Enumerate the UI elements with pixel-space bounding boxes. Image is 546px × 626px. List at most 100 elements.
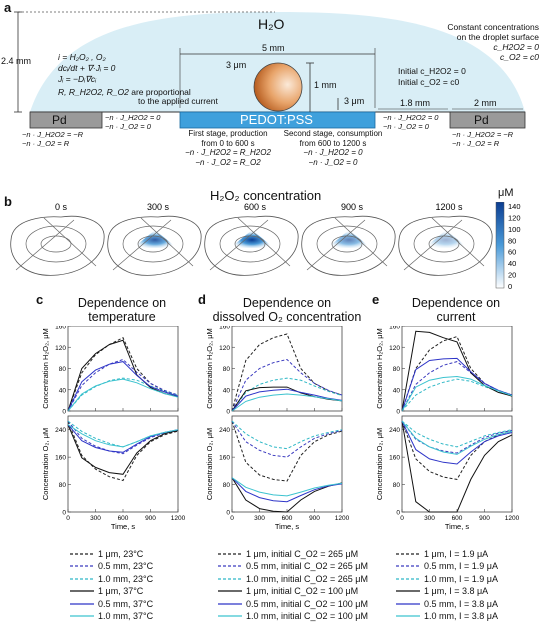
droplet <box>30 12 525 112</box>
bc-zero-right: −n · J_H2O2 = 0 −n · J_O2 = 0 <box>383 113 439 131</box>
series-line <box>231 388 343 412</box>
series-line <box>401 420 513 455</box>
panel-label-d: d <box>198 292 206 307</box>
series-line <box>231 477 343 497</box>
y-tick-label: 0 <box>226 510 230 517</box>
stage-one-note: First stage, production from 0 to 600 s −… <box>185 129 271 167</box>
series-line <box>231 420 343 458</box>
legend-swatch <box>396 590 420 592</box>
sphere-size-label: 3 μm <box>226 60 247 70</box>
legend-swatch <box>218 615 242 617</box>
bc-zero-left: −n · J_H2O2 = 0 −n · J_O2 = 0 <box>105 113 161 131</box>
map-time-label: 900 s <box>341 202 364 212</box>
y-axis-label: Concentration H₂O₂, μM <box>205 328 214 409</box>
legend-label: 0.5 mm, 23°C <box>98 561 154 572</box>
legend-label: 1.0 mm, 37°C <box>98 610 154 621</box>
legend-swatch <box>70 578 94 580</box>
colorbar-gradient <box>495 202 505 289</box>
concentration-map: 900 s <box>301 202 396 276</box>
plot-frame <box>401 326 513 412</box>
x-tick-label: 600 <box>452 515 463 522</box>
schematic-diagram <box>14 11 526 129</box>
x-tick-label: 0 <box>400 515 404 522</box>
pd-left-label: Pd <box>52 113 67 127</box>
line-charts: 0 40 80 120 160 Concentration H₂O₂, μM 0 80 160 2… <box>41 326 520 531</box>
series-line <box>231 420 343 450</box>
colorbar-tick: 140 <box>508 202 521 211</box>
x-axis-label: Time, s <box>445 522 470 531</box>
legend-swatch <box>396 602 420 605</box>
y-tick-label: 160 <box>219 455 230 462</box>
series-line <box>231 358 343 412</box>
concentration-map: 1200 s <box>398 202 493 276</box>
colorbar-tick: 80 <box>508 236 516 245</box>
panel-label-e: e <box>372 292 380 307</box>
y-tick-label: 80 <box>223 366 231 373</box>
x-tick-label: 600 <box>282 515 293 522</box>
panel-e-title: Dependence on current <box>411 296 501 324</box>
legend-swatch <box>70 565 94 567</box>
y-tick-label: 240 <box>389 427 400 434</box>
series-line <box>401 375 513 412</box>
concentration-map: 0 s <box>10 202 105 276</box>
colorbar-tick: 40 <box>508 259 516 268</box>
y-tick-label: 80 <box>223 482 231 489</box>
initial-conditions: Initial c_H2O2 = 0 Initial c_O2 = c0 <box>398 66 466 87</box>
legend-swatch <box>396 553 420 555</box>
colorbar-tick: 60 <box>508 248 516 257</box>
y-tick-label: 160 <box>219 326 230 331</box>
series-line <box>67 377 179 412</box>
map-time-label: 1200 s <box>435 202 463 212</box>
y-tick-label: 160 <box>55 326 66 331</box>
series-line <box>67 420 179 455</box>
legend-swatch <box>70 615 94 617</box>
y-tick-label: 0 <box>396 510 400 517</box>
legend-label: 1.0 mm, I = 3.8 μA <box>424 610 498 621</box>
y-tick-label: 0 <box>226 409 230 416</box>
gap-right-label: 1.8 mm <box>400 98 431 108</box>
pedot-layer <box>179 111 376 129</box>
x-tick-label: 1200 <box>505 515 520 522</box>
legend-label: 1.0 mm, 23°C <box>98 573 154 584</box>
bc-pd-left: −n · J_H2O2 = −R −n · J_O2 = R <box>22 130 84 148</box>
legend-swatch <box>218 590 242 592</box>
stage-two-note: Second stage, consumption from 600 to 120… <box>283 129 383 167</box>
x-axis-label: Time, s <box>111 522 136 531</box>
series-line <box>67 424 179 475</box>
sphere-height-label: 1 mm <box>314 80 337 90</box>
panel-label-a: a <box>4 0 12 15</box>
panel-label-b: b <box>4 194 12 209</box>
x-tick-label: 300 <box>90 515 101 522</box>
concentration-map: 600 s <box>204 202 299 276</box>
microsphere <box>253 62 303 112</box>
series-line <box>231 377 343 412</box>
y-tick-label: 80 <box>393 366 401 373</box>
y-tick-label: 0 <box>62 510 66 517</box>
series-line <box>67 361 179 412</box>
y-tick-label: 160 <box>389 326 400 331</box>
y-axis-label: Concentration O₂, μM <box>205 428 214 500</box>
x-tick-label: 300 <box>254 515 265 522</box>
series-line <box>67 420 179 482</box>
series-line <box>67 358 179 412</box>
y-tick-label: 80 <box>59 366 67 373</box>
legend-swatch <box>396 615 420 617</box>
x-tick-label: 900 <box>479 515 490 522</box>
y-tick-label: 160 <box>55 455 66 462</box>
pedot-label: PEDOT:PSS <box>240 112 313 127</box>
map-time-label: 600 s <box>244 202 267 212</box>
x-tick-label: 900 <box>145 515 156 522</box>
y-tick-label: 0 <box>62 409 66 416</box>
width-label: 5 mm <box>262 43 285 53</box>
series-line <box>401 330 513 412</box>
colorbar-tick: 20 <box>508 271 516 280</box>
y-axis-label: Concentration H₂O₂, μM <box>41 328 50 409</box>
colorbar-tick: 100 <box>508 225 521 234</box>
y-tick-label: 0 <box>396 409 400 416</box>
maps-title: H₂O₂ concentration <box>210 188 322 203</box>
pd-left-electrode <box>29 111 103 129</box>
constant-concentration-note: Constant concentrations on the droplet s… <box>447 22 539 62</box>
x-tick-label: 0 <box>230 515 234 522</box>
series-line <box>231 393 343 412</box>
series-line <box>401 378 513 412</box>
